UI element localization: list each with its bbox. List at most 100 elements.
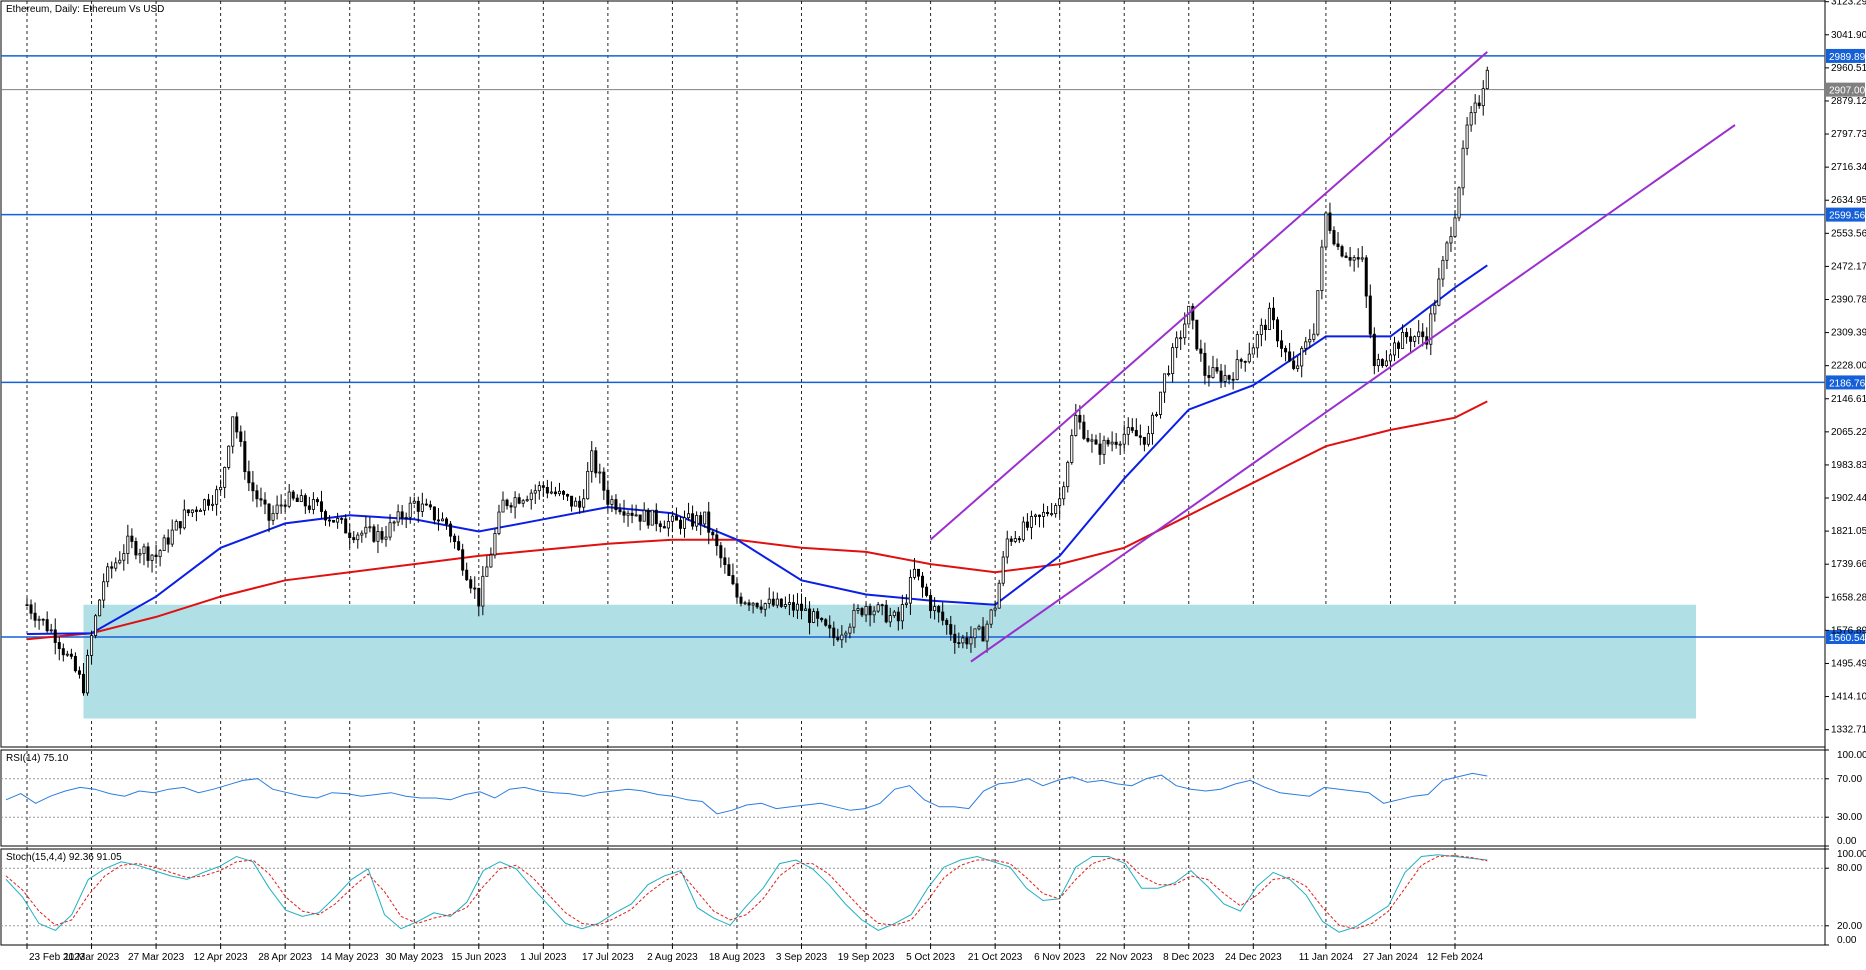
stoch-tick-label: 80.00	[1837, 863, 1862, 874]
candle-body	[517, 497, 521, 504]
moving-average-slow-line	[26, 400, 1488, 641]
candle-body	[711, 531, 715, 536]
candle-body	[771, 598, 775, 606]
channel-upper-line[interactable]	[929, 51, 1488, 541]
candle-body	[892, 611, 896, 617]
candle-body	[356, 534, 360, 541]
candle-body	[678, 519, 683, 529]
candle-body	[1409, 336, 1413, 342]
candle-body	[227, 445, 231, 468]
stoch-main-line	[5, 854, 1488, 933]
candle-body	[1146, 433, 1150, 445]
candle-body	[1199, 348, 1203, 354]
price-level-tag	[1826, 207, 1865, 222]
date-tick-label: 15 Jun 2023	[451, 952, 506, 963]
candle-body	[1243, 360, 1247, 363]
candle-body	[570, 495, 574, 507]
candle-body	[211, 503, 215, 506]
candle-body	[1304, 341, 1308, 349]
stoch-tick-label: 20.00	[1837, 921, 1862, 932]
candle-body	[1223, 375, 1227, 382]
candle-body	[420, 503, 424, 512]
candle-body	[731, 575, 735, 585]
candle-body	[695, 515, 699, 527]
candle-body	[1110, 441, 1114, 445]
candle-body	[106, 566, 110, 583]
candle-body	[49, 629, 53, 632]
candle-body	[130, 535, 134, 542]
candle-body	[29, 604, 33, 614]
candle-body	[1368, 295, 1372, 335]
channel-lower-line[interactable]	[970, 124, 1736, 663]
candle-body	[1461, 147, 1465, 189]
candle-body	[921, 575, 925, 588]
demand-zone	[83, 604, 1696, 719]
candle-body	[251, 482, 255, 492]
candle-body	[860, 608, 864, 616]
candle-body	[1239, 359, 1243, 362]
candle-body	[1033, 514, 1037, 517]
candle-body	[1441, 259, 1445, 280]
rsi-pane	[0, 749, 1826, 847]
date-tick-label: 28 Apr 2023	[258, 952, 312, 963]
date-tick-label: 6 Nov 2023	[1034, 952, 1086, 963]
candle-body	[1332, 230, 1336, 245]
candle-body	[513, 497, 517, 508]
candle-body	[622, 511, 626, 516]
candle-body	[69, 653, 73, 657]
candle-body	[618, 509, 622, 513]
candle-body	[1263, 324, 1267, 331]
candle-body	[566, 493, 570, 497]
candle-body	[1300, 348, 1304, 367]
candle-body	[1219, 370, 1223, 382]
candle-body	[751, 602, 755, 606]
candle-body	[799, 603, 804, 611]
candle-body	[1183, 323, 1187, 339]
date-tick-label: 12 Feb 2024	[1427, 952, 1484, 963]
candle-body	[1392, 342, 1397, 356]
candle-body	[428, 504, 432, 508]
candle-body	[223, 467, 227, 488]
candle-body	[557, 490, 561, 495]
date-tick-label: 11 Mar 2023	[64, 952, 120, 963]
price-tick-label: 2146.61	[1831, 394, 1866, 405]
candle-body	[864, 605, 868, 616]
candle-body	[134, 541, 138, 556]
candle-body	[235, 416, 239, 433]
date-tick-label: 14 May 2023	[321, 952, 379, 963]
candle-body	[795, 603, 799, 611]
candle-body	[945, 619, 949, 625]
candle-body	[501, 499, 505, 513]
candle-body	[102, 581, 106, 601]
candle-body	[473, 587, 477, 590]
candle-body	[489, 554, 493, 568]
candle-body	[449, 523, 453, 537]
candle-body	[215, 489, 219, 505]
candle-body	[553, 491, 557, 495]
candle-body	[279, 504, 283, 507]
rsi-title: RSI(14) 75.10	[6, 753, 69, 764]
candle-body	[291, 491, 295, 499]
candle-body	[775, 598, 779, 606]
candle-body	[33, 612, 37, 621]
candle-body	[332, 519, 336, 523]
candle-body	[545, 486, 549, 494]
candle-body	[929, 595, 933, 611]
candle-body	[719, 545, 723, 559]
date-tick-label: 2 Aug 2023	[647, 952, 698, 963]
candle-body	[755, 602, 759, 608]
candle-body	[957, 642, 961, 644]
candle-body	[953, 633, 957, 643]
candle-body	[392, 521, 396, 524]
candle-body	[1134, 429, 1138, 437]
candle-body	[828, 624, 832, 629]
candle-body	[37, 618, 41, 621]
candle-body	[787, 602, 791, 605]
candle-body	[707, 511, 711, 533]
candle-body	[763, 603, 767, 610]
candle-body	[747, 602, 751, 606]
candle-body	[1021, 521, 1025, 541]
candle-body	[1154, 414, 1159, 416]
candle-body	[739, 596, 743, 604]
